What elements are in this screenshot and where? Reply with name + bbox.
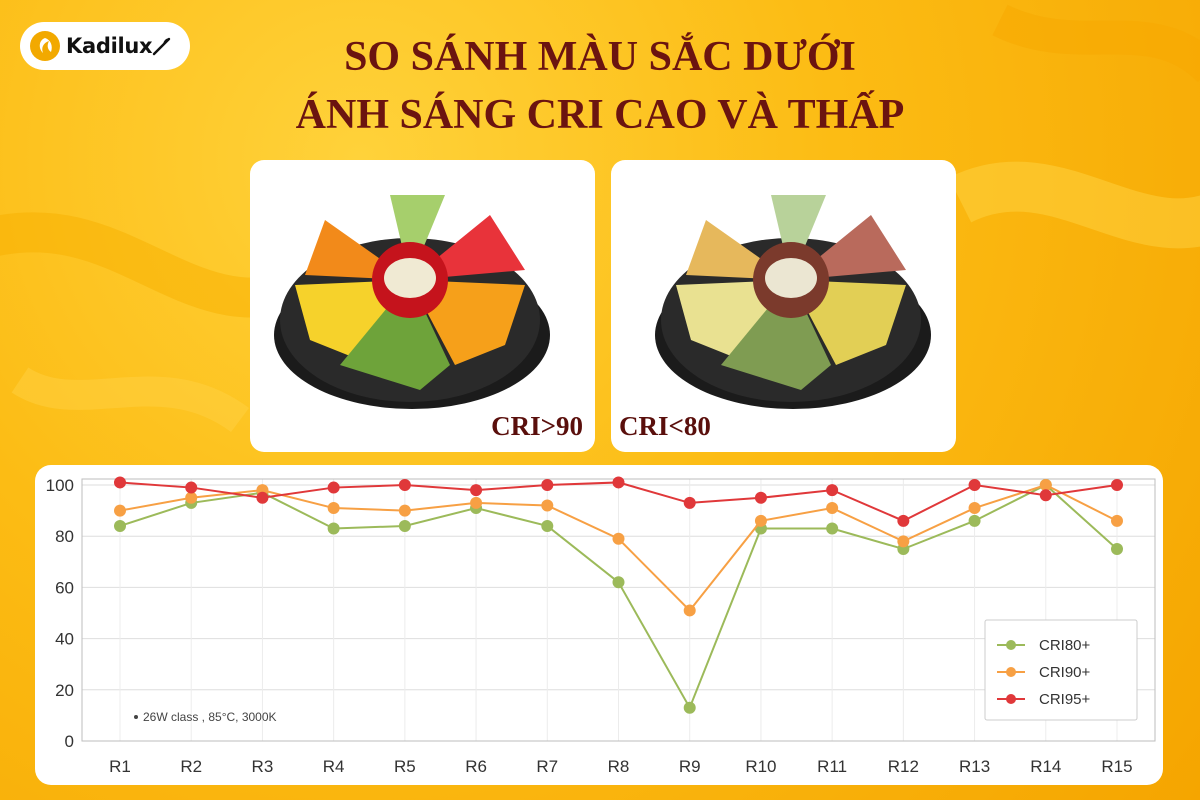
data-point — [612, 532, 625, 545]
data-point — [683, 496, 696, 509]
data-point — [541, 479, 554, 491]
y-tick-label: 0 — [65, 732, 74, 751]
x-tick-label: R10 — [745, 757, 776, 776]
y-tick-label: 20 — [55, 681, 74, 700]
data-point — [470, 484, 483, 497]
x-tick-label: R9 — [679, 757, 701, 776]
brand-logo[interactable]: Kadilux — [20, 22, 190, 70]
legend-label: CRI90+ — [1039, 664, 1091, 681]
feather-icon — [153, 37, 171, 56]
legend-swatch-marker — [1006, 667, 1016, 677]
chart-legend: CRI80+ CRI90+ CRI95+ — [984, 619, 1138, 721]
page-title-line-1: SO SÁNH MÀU SẮC DƯỚI — [344, 34, 856, 80]
data-point — [114, 476, 126, 489]
cri-chart-panel: 0 20 40 60 80 100 R1 R2 R3 R4 R5 R6 R7 R8 R9 R10 R11 R12 R… — [35, 465, 1163, 785]
page-title-line-2: ÁNH SÁNG CRI CAO VÀ THẤP — [295, 92, 905, 138]
x-tick-label: R14 — [1030, 757, 1061, 776]
data-point — [754, 514, 767, 527]
fruit-platter-image-high-cri — [274, 195, 550, 409]
brand-name: Kadilux — [66, 34, 153, 58]
x-tick-label: R7 — [536, 757, 558, 776]
data-point — [683, 604, 696, 617]
y-tick-label: 40 — [55, 630, 74, 649]
photo-label-low-cri: CRI<80 — [619, 411, 711, 441]
data-point — [114, 519, 126, 532]
data-point — [470, 496, 483, 509]
data-point — [754, 491, 767, 504]
data-point — [256, 491, 269, 504]
data-point — [826, 502, 839, 515]
x-tick-label: R12 — [888, 757, 919, 776]
data-point — [327, 522, 340, 535]
data-point — [897, 514, 910, 527]
data-point — [826, 484, 839, 497]
x-tick-label: R1 — [109, 757, 131, 776]
legend-label: CRI95+ — [1039, 691, 1091, 708]
data-point — [612, 576, 625, 589]
x-tick-label: R15 — [1101, 757, 1132, 776]
data-point — [968, 514, 981, 527]
legend-label: CRI80+ — [1039, 637, 1091, 654]
x-tick-label: R6 — [465, 757, 487, 776]
data-point — [897, 535, 910, 548]
brand-mark-icon — [30, 31, 60, 61]
annotation-bullet — [134, 715, 138, 719]
chart-series — [114, 476, 1123, 714]
data-point — [185, 491, 198, 504]
data-point — [1039, 479, 1052, 491]
data-point — [398, 519, 411, 532]
data-point — [327, 502, 340, 515]
data-point — [1111, 479, 1123, 491]
x-tick-label: R4 — [323, 757, 345, 776]
data-point — [1111, 543, 1123, 555]
data-point — [541, 519, 554, 532]
data-point — [968, 502, 981, 515]
legend-swatch-marker — [1006, 694, 1016, 704]
data-point — [826, 522, 839, 535]
data-point — [683, 701, 696, 714]
data-point — [398, 479, 411, 491]
chart-annotation: 26W class , 85°C, 3000K — [143, 710, 277, 724]
photo-card-high-cri: CRI>90 — [250, 160, 595, 452]
x-tick-label: R13 — [959, 757, 990, 776]
y-tick-label: 80 — [55, 527, 74, 546]
data-point — [1111, 514, 1123, 527]
x-tick-label: R2 — [180, 757, 202, 776]
x-tick-label: R8 — [608, 757, 630, 776]
data-point — [612, 476, 625, 489]
data-point — [327, 481, 340, 494]
legend-swatch-marker — [1006, 640, 1016, 650]
y-tick-label: 60 — [55, 578, 74, 597]
data-point — [185, 481, 198, 494]
photo-card-low-cri: CRI<80 — [611, 160, 956, 452]
photo-label-high-cri: CRI>90 — [491, 411, 583, 441]
data-point — [398, 504, 411, 517]
fruit-platter-image-low-cri — [655, 195, 931, 409]
data-point — [1039, 489, 1052, 502]
x-tick-label: R5 — [394, 757, 416, 776]
x-tick-label: R3 — [252, 757, 274, 776]
x-tick-label: R11 — [817, 757, 847, 776]
data-point — [968, 479, 981, 491]
data-point — [541, 499, 554, 512]
y-tick-label: 100 — [46, 476, 74, 495]
data-point — [114, 504, 126, 517]
chart-tick-labels: 0 20 40 60 80 100 R1 R2 R3 R4 R5 R6 R7 R8 R9 R10 R11 R12 R… — [46, 476, 1133, 776]
cri-line-chart: 0 20 40 60 80 100 R1 R2 R3 R4 R5 R6 R7 R8 R9 R10 R11 R12 R… — [46, 476, 1156, 776]
